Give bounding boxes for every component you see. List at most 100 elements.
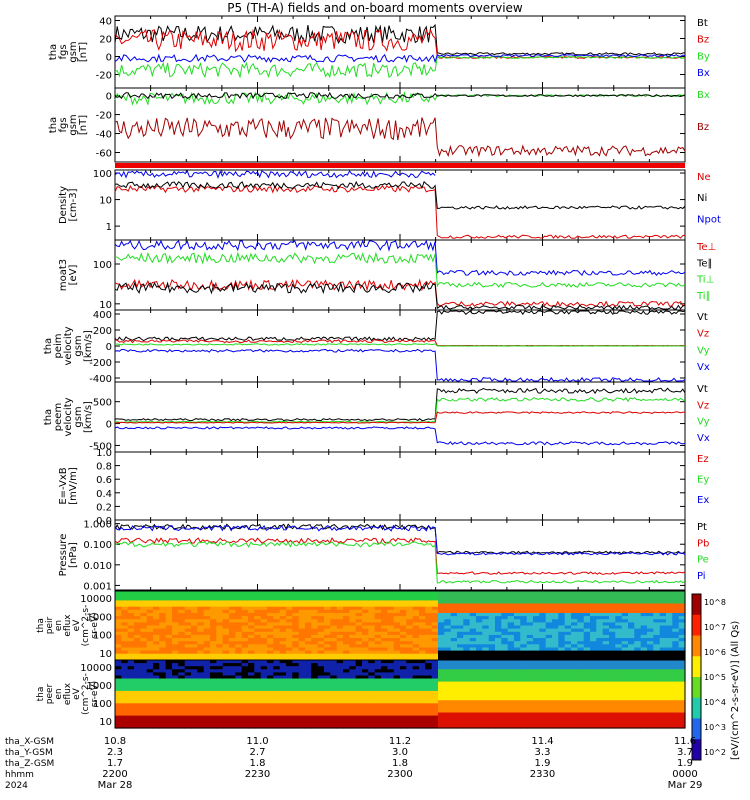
spectrogram-cell bbox=[647, 594, 654, 598]
spectrogram-cell bbox=[349, 616, 357, 620]
spectrogram-cell bbox=[292, 628, 300, 633]
spectrogram-cell bbox=[349, 603, 357, 608]
spectrogram-cell bbox=[115, 675, 122, 680]
spectrogram-cell bbox=[305, 653, 312, 658]
spectrogram-cell bbox=[273, 715, 281, 720]
spectrogram-cell bbox=[514, 721, 521, 726]
spectrogram-cell bbox=[146, 672, 154, 677]
spectrogram-cell bbox=[153, 603, 160, 608]
spectrogram-cell bbox=[583, 628, 591, 633]
colorbar-tick-label: 10^4 bbox=[704, 698, 726, 707]
spectrogram-cell bbox=[615, 697, 623, 701]
spectrogram-cell bbox=[127, 591, 135, 595]
spectrogram-cell bbox=[533, 709, 540, 714]
spectrogram-cell bbox=[273, 613, 281, 617]
spectrogram-cell bbox=[457, 609, 464, 614]
spectrogram-cell bbox=[431, 656, 439, 661]
spectrogram-cell bbox=[235, 675, 243, 680]
spectrogram-cell bbox=[583, 706, 591, 711]
spectrogram-cell bbox=[393, 700, 401, 704]
spectrogram-cell bbox=[349, 622, 357, 627]
spectrogram-cell bbox=[526, 687, 534, 692]
spectrogram-cell bbox=[476, 694, 483, 698]
spectrogram-cell bbox=[400, 678, 407, 683]
spectrogram-cell bbox=[400, 721, 407, 726]
y-tick-label: 0.2 bbox=[96, 502, 112, 513]
spectrogram-cell bbox=[362, 641, 369, 645]
spectrogram-cell bbox=[362, 603, 369, 608]
y-axis-label: gsm bbox=[68, 114, 79, 135]
spectrogram-cell bbox=[362, 700, 369, 704]
spectrogram-cell bbox=[507, 644, 515, 648]
spectrogram-cell bbox=[628, 634, 635, 639]
spectrogram-cell bbox=[539, 681, 547, 686]
spectrogram-cell bbox=[178, 606, 186, 611]
spectrogram-cell bbox=[558, 647, 566, 652]
spectrogram-cell bbox=[621, 644, 629, 648]
spectrogram-cell bbox=[406, 678, 414, 683]
spectrogram-cell bbox=[678, 613, 686, 617]
spectrogram-cell bbox=[596, 634, 604, 639]
spectrogram-cell bbox=[267, 666, 274, 670]
spectrogram-cell bbox=[368, 631, 376, 636]
spectrogram-cell bbox=[621, 721, 629, 726]
spectrogram-cell bbox=[520, 600, 528, 605]
spectrogram-cell bbox=[172, 619, 179, 623]
spectrogram-cell bbox=[210, 600, 217, 605]
spectrogram-cell bbox=[267, 675, 274, 680]
spectrogram-cell bbox=[495, 700, 502, 704]
spectrogram-cell bbox=[178, 603, 186, 608]
spectrogram-cell bbox=[400, 653, 407, 658]
spectrogram-cell bbox=[577, 591, 585, 595]
spectrogram-cell bbox=[450, 622, 458, 627]
spectrogram-cell bbox=[229, 675, 236, 680]
spectrogram-cell bbox=[501, 653, 509, 658]
spectrogram-cell bbox=[564, 616, 572, 620]
spectrogram-cell bbox=[305, 638, 312, 642]
spectrogram-cell bbox=[134, 666, 141, 670]
spectrogram-cell bbox=[343, 663, 350, 667]
spectrogram-cell bbox=[374, 619, 382, 623]
spectrogram-cell bbox=[241, 597, 249, 601]
spectrogram-cell bbox=[571, 625, 578, 630]
spectrogram-cell bbox=[254, 687, 262, 692]
spectrogram-cell bbox=[229, 697, 236, 701]
spectrogram-cell bbox=[324, 628, 331, 633]
spectrogram-cell bbox=[140, 628, 148, 633]
spectrogram-cell bbox=[381, 675, 388, 680]
spectrogram-cell bbox=[387, 638, 395, 642]
spectrogram-cell bbox=[609, 591, 616, 595]
spectrogram-cell bbox=[621, 687, 629, 692]
spectrogram-cell bbox=[596, 625, 604, 630]
spectrogram-cell bbox=[438, 613, 445, 617]
spectrogram-cell bbox=[248, 641, 255, 645]
spectrogram-cell bbox=[463, 622, 471, 627]
spectrogram-cell bbox=[311, 613, 319, 617]
spectrogram-cell bbox=[444, 616, 452, 620]
spectrogram-cell bbox=[596, 721, 604, 726]
spectrogram-cell bbox=[552, 684, 559, 689]
spectrogram-cell bbox=[507, 715, 515, 720]
spectrogram-cell bbox=[552, 715, 559, 720]
spectrogram-cell bbox=[469, 672, 477, 677]
spectrogram-cell bbox=[292, 715, 300, 720]
spectrogram-cell bbox=[666, 672, 673, 677]
spectrogram-cell bbox=[476, 641, 483, 645]
spectrogram-cell bbox=[457, 650, 464, 655]
spectrogram-cell bbox=[514, 594, 521, 598]
spectrogram-cell bbox=[558, 675, 566, 680]
spectrogram-cell bbox=[602, 660, 610, 664]
spectrogram-cell bbox=[355, 591, 363, 595]
spectrogram-cell bbox=[127, 709, 135, 714]
spectrogram-cell bbox=[539, 600, 547, 605]
spectrogram-cell bbox=[121, 609, 129, 614]
spectrogram-cell bbox=[374, 638, 382, 642]
spectrogram-cell bbox=[153, 706, 160, 711]
spectrogram-cell bbox=[583, 712, 591, 717]
spectrogram-cell bbox=[666, 631, 673, 636]
spectrogram-cell bbox=[292, 672, 300, 677]
spectrogram-cell bbox=[558, 712, 566, 717]
spectrogram-cell bbox=[279, 634, 287, 639]
spectrogram-cell bbox=[564, 690, 572, 695]
spectrogram-cell bbox=[666, 721, 673, 726]
